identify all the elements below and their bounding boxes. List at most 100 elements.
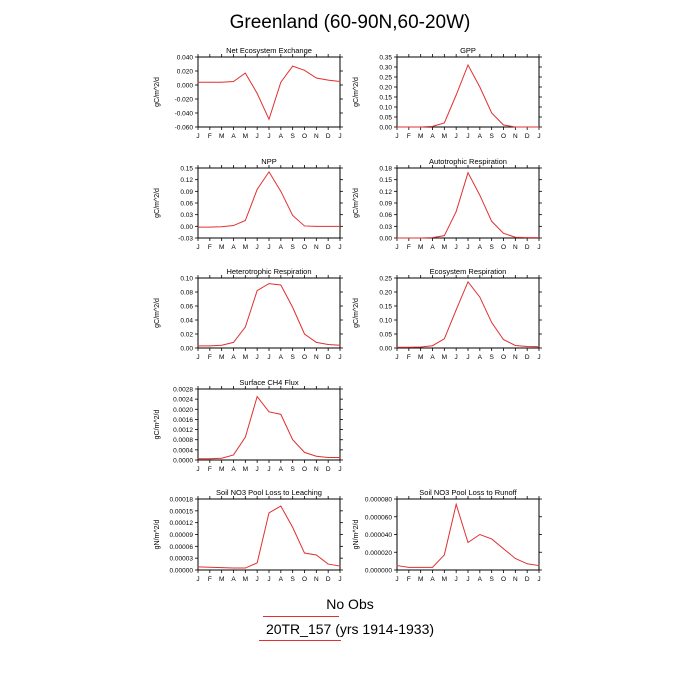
data-point	[432, 126, 433, 127]
data-point	[526, 346, 528, 347]
data-point	[538, 126, 540, 128]
data-point	[233, 81, 234, 82]
data-point	[443, 122, 445, 124]
x-tick-label: J	[256, 133, 259, 140]
x-tick-label: J	[196, 576, 199, 583]
data-point	[420, 126, 422, 128]
y-axis-label: gN/m^2/d	[154, 520, 161, 550]
data-point	[244, 436, 246, 438]
data-point	[315, 77, 317, 79]
chart-title: Soil NO3 Pool Loss to Runoff	[419, 488, 517, 497]
legend-run-line	[259, 640, 341, 641]
y-tick-label: 0.03	[379, 224, 392, 231]
data-point	[209, 458, 211, 460]
plot-frame	[396, 277, 540, 349]
data-point	[280, 505, 282, 507]
x-tick-label: F	[208, 244, 212, 251]
data-point	[467, 542, 469, 543]
x-tick-label: O	[302, 244, 307, 251]
y-tick-label: 0.09	[180, 189, 193, 196]
y-tick-label: 0.10	[379, 318, 392, 325]
x-tick-label: M	[243, 354, 248, 361]
x-tick-label: A	[430, 244, 435, 251]
x-tick-label: A	[231, 354, 236, 361]
data-point	[455, 94, 457, 96]
x-tick-label: F	[208, 133, 212, 140]
x-tick-label: J	[537, 576, 540, 583]
data-point	[479, 534, 481, 535]
x-tick-label: A	[478, 354, 483, 361]
data-point	[443, 235, 445, 237]
data-point	[503, 339, 504, 340]
x-tick-label: J	[338, 244, 341, 251]
y-tick-label: 0.000080	[365, 497, 392, 504]
x-tick-label: J	[466, 576, 469, 583]
x-tick-label: M	[243, 244, 248, 251]
x-tick-label: N	[314, 354, 319, 361]
data-point	[244, 220, 246, 221]
data-point	[526, 563, 528, 565]
x-tick-label: F	[208, 354, 212, 361]
data-point	[526, 237, 528, 239]
plot-frame	[396, 167, 540, 239]
y-tick-label: 0.00	[379, 125, 392, 132]
data-point	[538, 346, 540, 348]
plot-frame	[197, 56, 341, 128]
x-tick-label: A	[231, 576, 236, 583]
x-tick-label: O	[302, 576, 307, 583]
data-point	[292, 307, 294, 308]
y-tick-label: 0.00	[180, 224, 193, 231]
data-point	[221, 344, 223, 346]
data-point	[315, 554, 317, 556]
data-point	[514, 558, 516, 559]
data-point	[514, 345, 516, 346]
data-point	[304, 451, 305, 453]
data-point	[491, 220, 493, 222]
x-tick-label: M	[219, 354, 224, 361]
data-point	[209, 566, 211, 568]
data-point	[396, 565, 398, 566]
data-point	[292, 215, 294, 216]
x-tick-label: J	[196, 244, 199, 251]
x-tick-label: J	[395, 354, 398, 361]
x-tick-label: N	[513, 354, 518, 361]
y-tick-label: 0.00015	[170, 508, 194, 515]
data-point	[221, 226, 223, 228]
y-tick-label: 0.06	[379, 212, 392, 219]
series-line	[198, 395, 340, 460]
x-tick-label: N	[513, 133, 518, 140]
x-tick-label: S	[290, 244, 295, 251]
data-point	[268, 512, 270, 514]
data-point	[209, 81, 211, 83]
page-title: Greenland (60-90N,60-20W)	[229, 12, 471, 33]
y-tick-label: 0.25	[379, 276, 392, 283]
data-point	[408, 346, 410, 348]
y-tick-label: 0.15	[379, 95, 392, 102]
x-tick-label: M	[442, 133, 447, 140]
y-tick-label: 0.00	[379, 236, 392, 243]
x-tick-label: F	[407, 244, 411, 251]
data-point	[420, 237, 422, 239]
series-line	[197, 505, 341, 569]
x-tick-label: J	[256, 466, 259, 473]
x-tick-label: S	[290, 576, 295, 583]
plot-frame	[396, 56, 540, 128]
chart-title: Ecosystem Respiration	[430, 267, 507, 276]
chart-net-ecosystem-exchange: Net Ecosystem Exchange gC/m^2/d 0.040 0.020…	[154, 46, 343, 140]
data-point	[514, 236, 516, 238]
data-point	[396, 237, 398, 239]
x-tick-label: O	[302, 133, 307, 140]
x-tick-label: S	[290, 466, 295, 473]
x-tick-label: A	[279, 133, 284, 140]
y-tick-label: 0.0008	[173, 437, 193, 444]
y-tick-label: 0.000060	[365, 514, 392, 521]
data-point	[244, 567, 246, 569]
x-tick-label: J	[395, 244, 398, 251]
y-tick-label: 0.03	[180, 212, 193, 219]
data-point	[526, 126, 528, 128]
data-point	[244, 326, 246, 328]
x-tick-label: S	[290, 354, 295, 361]
data-point	[233, 342, 234, 343]
x-tick-label: J	[466, 133, 469, 140]
series-line	[397, 63, 539, 128]
